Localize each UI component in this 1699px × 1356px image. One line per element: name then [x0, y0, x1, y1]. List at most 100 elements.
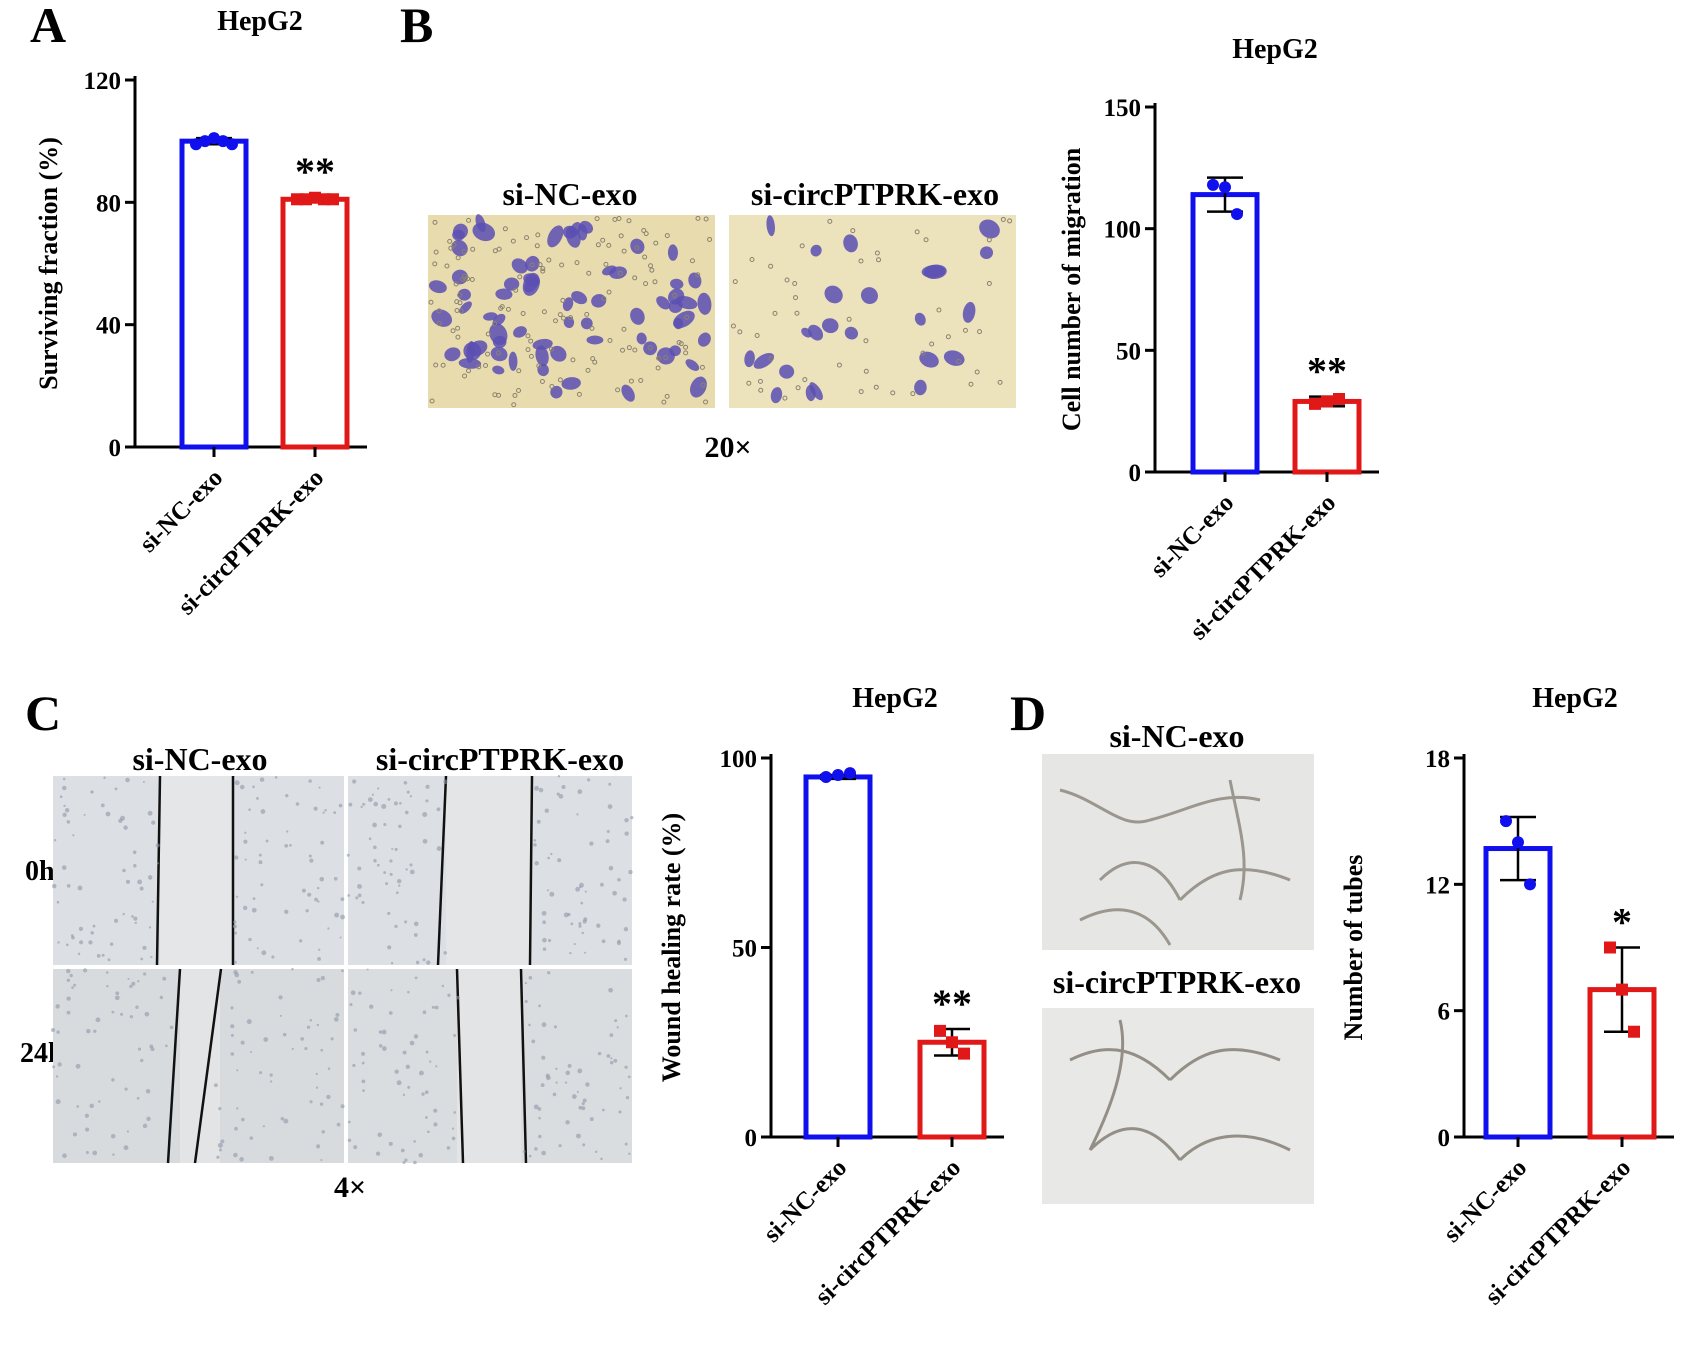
cell-speckle	[453, 1111, 457, 1114]
cell-speckle	[284, 843, 289, 848]
cell-speckle	[59, 795, 63, 798]
cell-speckle	[333, 876, 338, 881]
membrane-pore	[703, 216, 709, 222]
membrane-pore	[699, 364, 705, 370]
cell-speckle	[124, 1087, 128, 1091]
membrane-pore	[498, 305, 504, 311]
y-axis-title: Number of tubes	[1339, 855, 1368, 1041]
cell-speckle	[622, 897, 627, 902]
membrane-pore	[936, 307, 942, 313]
cell-speckle	[270, 1080, 273, 1083]
cell-speckle	[601, 939, 606, 944]
membrane-pore	[557, 312, 563, 318]
membrane-pore	[600, 237, 606, 243]
stained-cell	[697, 292, 712, 315]
cell-speckle	[269, 1073, 273, 1077]
chart-c-wound-healing: HepG2 Wound healing rate (%) 0 50 100 si-NC-e…	[657, 683, 1004, 1310]
cell-speckle	[405, 1064, 411, 1069]
cell-speckle	[62, 777, 66, 781]
cell-speckle	[55, 1004, 60, 1009]
cell-speckle	[628, 869, 633, 875]
membrane-pore	[617, 270, 623, 276]
cell-speckle	[289, 844, 292, 847]
stained-cell	[508, 351, 518, 371]
cell-speckle	[233, 1152, 238, 1158]
cell-speckle	[381, 1029, 387, 1035]
cell-speckle	[233, 960, 237, 964]
membrane-pore	[495, 350, 501, 356]
cell-speckle	[624, 1142, 628, 1146]
cell-speckle	[422, 1010, 427, 1015]
panel-b-label-si-circ: si-circPTPRK-exo	[751, 176, 999, 212]
cell-speckle	[357, 884, 362, 889]
cell-speckle	[456, 995, 460, 1000]
cell-speckle	[558, 1144, 562, 1148]
cell-speckle	[324, 809, 327, 812]
wound-edge-right	[528, 775, 534, 966]
cell-speckle	[234, 931, 238, 935]
cell-speckle	[220, 1139, 225, 1144]
cell-speckle	[278, 995, 283, 1000]
cell-speckle	[131, 981, 136, 986]
cell-speckle	[424, 1090, 429, 1095]
membrane-pore	[863, 338, 869, 344]
membrane-pore	[737, 329, 743, 335]
data-point	[1309, 397, 1321, 410]
membrane-pore	[585, 367, 591, 373]
cell-speckle	[405, 868, 408, 871]
cell-speckle	[316, 1144, 321, 1149]
cell-speckle	[349, 1003, 353, 1007]
stained-cell	[962, 301, 976, 323]
cell-speckle	[134, 921, 137, 925]
data-point	[946, 1036, 958, 1049]
cell-speckle	[400, 1148, 405, 1153]
cell-speckle	[62, 785, 67, 791]
cell-speckle	[533, 843, 537, 847]
membrane-pore	[546, 257, 552, 263]
membrane-pore	[799, 243, 805, 249]
cell-speckle	[388, 1011, 393, 1015]
cell-speckle	[528, 1154, 532, 1158]
cell-speckle	[558, 794, 564, 799]
stained-cell	[463, 342, 482, 361]
chart-title: HepG2	[1232, 34, 1318, 65]
data-point	[844, 767, 856, 780]
cell-speckle	[103, 776, 106, 780]
stained-cell	[770, 387, 783, 404]
bar	[1190, 192, 1260, 475]
membrane-pore	[945, 334, 951, 340]
membrane-pore	[584, 311, 590, 317]
membrane-pore	[429, 398, 435, 404]
stained-cell	[522, 272, 540, 296]
cell-speckle	[122, 868, 126, 873]
cell-speckle	[316, 977, 321, 982]
cell-speckle	[315, 1072, 318, 1076]
cell-speckle	[159, 995, 164, 1000]
wound-edge-right	[193, 968, 223, 1164]
cell-speckle	[624, 817, 629, 823]
cell-speckle	[327, 1067, 331, 1070]
cell-speckle	[261, 950, 267, 956]
cell-speckle	[536, 819, 541, 824]
cell-speckle	[258, 860, 263, 865]
membrane-pore	[768, 356, 774, 362]
cell-speckle	[581, 931, 585, 935]
membrane-pore	[595, 242, 601, 248]
cell-speckle	[89, 1103, 94, 1109]
membrane-pore	[505, 306, 511, 312]
cell-speckle	[285, 793, 289, 798]
cell-speckle	[308, 854, 312, 858]
wound-edge-left	[155, 775, 162, 966]
cell-speckle	[112, 1153, 115, 1156]
cell-speckle	[578, 922, 582, 926]
membrane-pore	[997, 379, 1003, 385]
cell-speckle	[127, 977, 130, 980]
cell-speckle	[341, 969, 344, 973]
cell-speckle	[243, 839, 248, 844]
membrane-pore	[643, 231, 649, 237]
cell-speckle	[396, 1080, 402, 1086]
cell-speckle	[66, 1010, 71, 1015]
stained-cell	[844, 326, 859, 340]
stained-cell	[444, 347, 461, 362]
membrane-pore	[647, 345, 653, 351]
